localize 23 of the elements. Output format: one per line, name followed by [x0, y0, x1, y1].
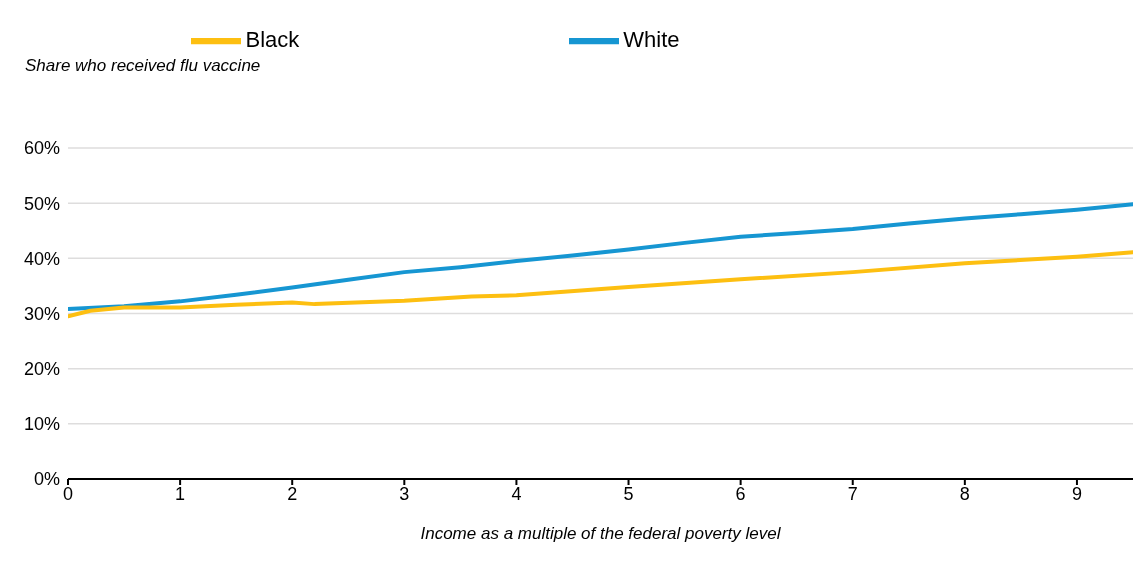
x-tick-label: 6 [735, 483, 746, 504]
line-series [68, 202, 1133, 312]
x-tick-label: 5 [623, 483, 634, 504]
legend-label: White [623, 26, 680, 52]
x-tick-label: 8 [959, 483, 970, 504]
x-tick-label: 2 [287, 483, 298, 504]
y-tick-label: 30% [23, 303, 60, 324]
x-tick-label: 0 [62, 483, 74, 504]
line-series [68, 250, 1133, 319]
y-tick-label: 20% [23, 359, 60, 380]
x-axis-title: Income as a multiple of the federal poverty level [420, 524, 782, 543]
y-axis-title: Share who received flu vaccine [25, 56, 261, 76]
x-tick-label: 4 [511, 483, 522, 504]
x-tick-label: 9 [1071, 483, 1082, 504]
y-tick-label: 10% [23, 414, 60, 435]
y-tick-label: 50% [23, 193, 60, 214]
y-tick-label: 60% [23, 138, 60, 159]
x-tick-label: 1 [175, 483, 186, 504]
y-tick-label: 0% [33, 469, 60, 490]
legend-label: Black [245, 26, 300, 52]
x-tick-label: 3 [399, 483, 410, 504]
x-tick-label: 7 [847, 483, 858, 504]
y-tick-label: 40% [23, 248, 60, 269]
